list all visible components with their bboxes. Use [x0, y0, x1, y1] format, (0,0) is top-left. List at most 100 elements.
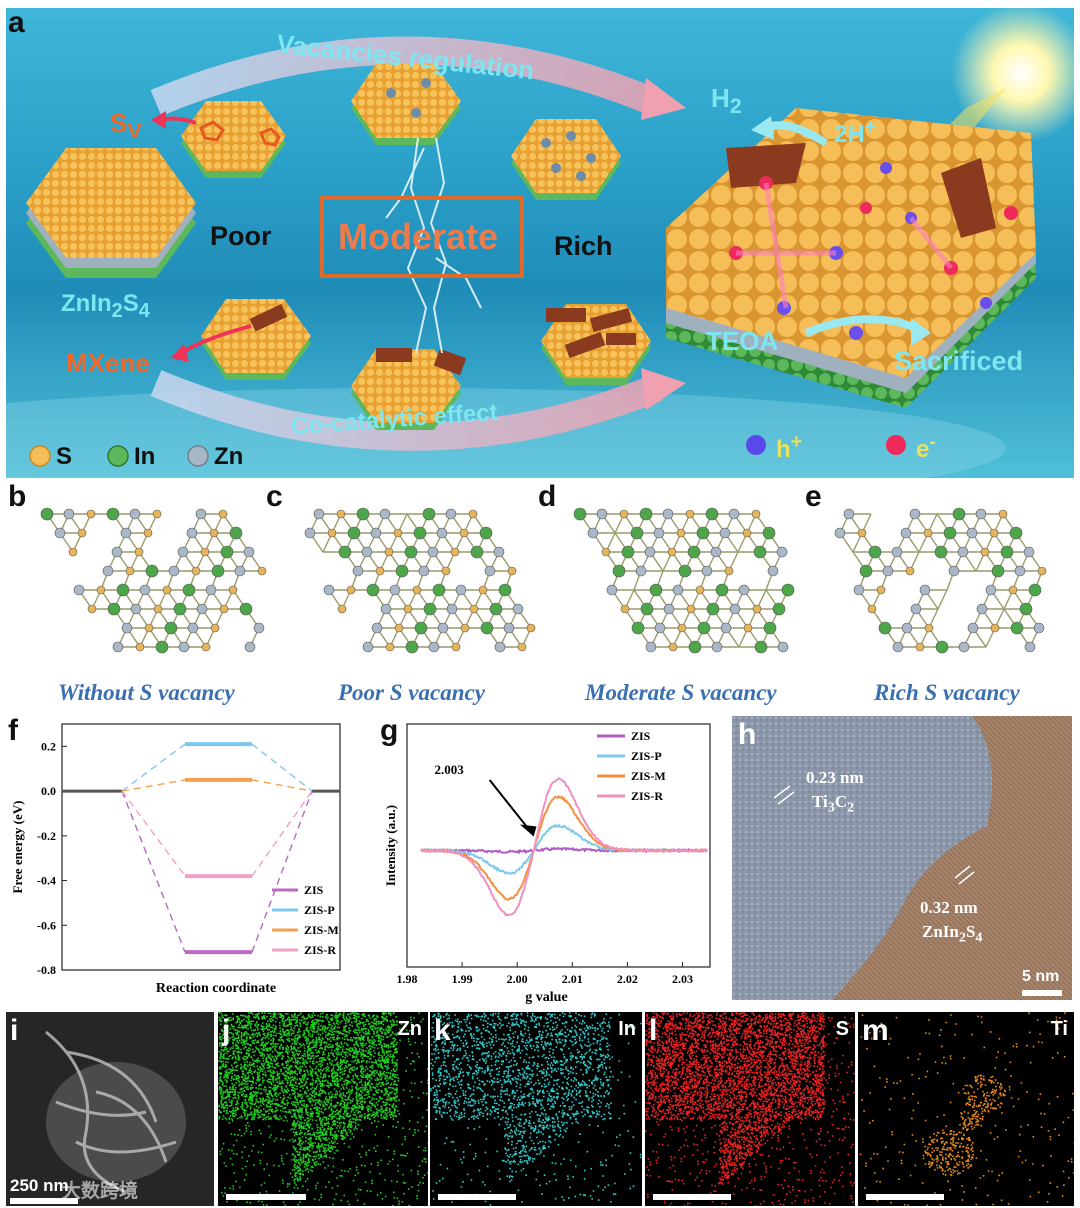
eds-signal — [218, 1012, 428, 1206]
atom — [919, 584, 931, 596]
atom — [155, 640, 169, 654]
atom — [498, 583, 512, 597]
atom — [379, 508, 391, 520]
h2-label: H2 — [711, 83, 742, 119]
atom — [244, 641, 256, 653]
atom — [418, 565, 430, 577]
atom — [191, 566, 201, 576]
y-axis-label-f: Free energy (eV) — [10, 801, 25, 894]
atom — [1009, 526, 1023, 540]
atom — [116, 583, 130, 597]
atom — [129, 508, 141, 520]
atom — [87, 604, 97, 614]
free-energy-chart: 0.2 0.0 -0.2 -0.4 -0.6 -0.8 Free energy (eV) Re… — [10, 723, 341, 996]
atom — [853, 584, 865, 596]
atom — [777, 641, 789, 653]
hex-moderate-bottom — [351, 348, 467, 430]
eds-dots — [645, 1012, 855, 1206]
atom — [205, 584, 217, 596]
atom — [102, 565, 114, 577]
spacing-znin2s4: 0.32 nm — [920, 898, 978, 917]
atom — [767, 565, 779, 577]
panel-label-m: m — [862, 1014, 889, 1047]
panel-label-f: f — [8, 714, 18, 747]
atom — [644, 546, 656, 558]
atom — [68, 547, 78, 557]
eds-map-zn: j Zn — [218, 1012, 428, 1206]
connector-left-zis — [121, 790, 186, 953]
panel-label-d: d — [538, 480, 557, 513]
atom — [677, 623, 687, 633]
atom — [967, 622, 979, 634]
atom — [455, 584, 467, 596]
panel-label-i: i — [10, 1014, 19, 1047]
atom — [892, 641, 904, 653]
atom — [738, 584, 750, 596]
photocatalyst-crystal — [666, 108, 1036, 408]
x-tick-label-g: 2.01 — [562, 972, 583, 986]
atom — [134, 547, 144, 557]
atom — [980, 547, 990, 557]
atom — [639, 507, 653, 521]
hex-poor-bottom — [201, 299, 311, 380]
atom — [834, 527, 846, 539]
atom — [111, 546, 123, 558]
panel-label-j: j — [222, 1014, 231, 1047]
scalebar-i — [10, 1198, 78, 1204]
atom — [346, 585, 356, 595]
eds-signal — [430, 1012, 642, 1206]
atom — [678, 564, 692, 578]
atom — [991, 564, 1005, 578]
atom — [891, 546, 903, 558]
eds-signal — [645, 1012, 855, 1206]
atom — [338, 545, 352, 559]
atom — [432, 583, 446, 597]
atom — [503, 622, 515, 634]
atom — [173, 602, 187, 616]
atom — [143, 528, 153, 538]
atom — [489, 602, 503, 616]
atom — [924, 623, 934, 633]
atom — [196, 603, 208, 615]
y-tick-label-f: -0.4 — [37, 874, 56, 888]
plot-frame-f — [61, 723, 341, 971]
caption-b: Without S vacancy — [58, 680, 235, 705]
sv-text: SV — [110, 108, 142, 144]
atom — [394, 623, 404, 633]
atom — [596, 508, 608, 520]
element-label-in: In — [618, 1018, 636, 1040]
mxene-label: MXene — [66, 348, 150, 378]
atom — [742, 528, 752, 538]
atom — [1037, 566, 1047, 576]
atom — [685, 509, 695, 519]
connector-left-zis-p — [121, 743, 186, 792]
atom — [751, 509, 761, 519]
legend-label-g: ZIS-P — [631, 749, 662, 763]
legend-electron: e- — [916, 431, 937, 463]
atom — [414, 621, 428, 635]
atom — [201, 642, 211, 652]
element-label-zn: Zn — [397, 1018, 422, 1040]
atom — [687, 545, 701, 559]
connector-right-zis-p — [251, 743, 313, 792]
atom — [710, 546, 722, 558]
atom — [952, 507, 966, 521]
atom — [676, 528, 686, 538]
atom — [228, 585, 238, 595]
atom — [621, 545, 635, 559]
structure-moderate-vacancy — [573, 507, 795, 654]
atom — [239, 602, 253, 616]
atom — [370, 527, 382, 539]
panel-label-a: a — [8, 6, 25, 39]
legend-in: In — [134, 443, 156, 470]
panel-label-l: l — [649, 1014, 658, 1047]
scalebar-k — [438, 1194, 516, 1200]
atom — [1023, 546, 1035, 558]
atom — [177, 546, 189, 558]
hex-rich-top — [511, 119, 621, 200]
atom — [728, 508, 740, 520]
atom — [139, 584, 151, 596]
atom — [460, 623, 470, 633]
atom — [762, 526, 776, 540]
epr-chart: 1.98 1.99 2.00 2.01 2.02 2.03 Intensity (a.u.)… — [383, 723, 711, 1005]
